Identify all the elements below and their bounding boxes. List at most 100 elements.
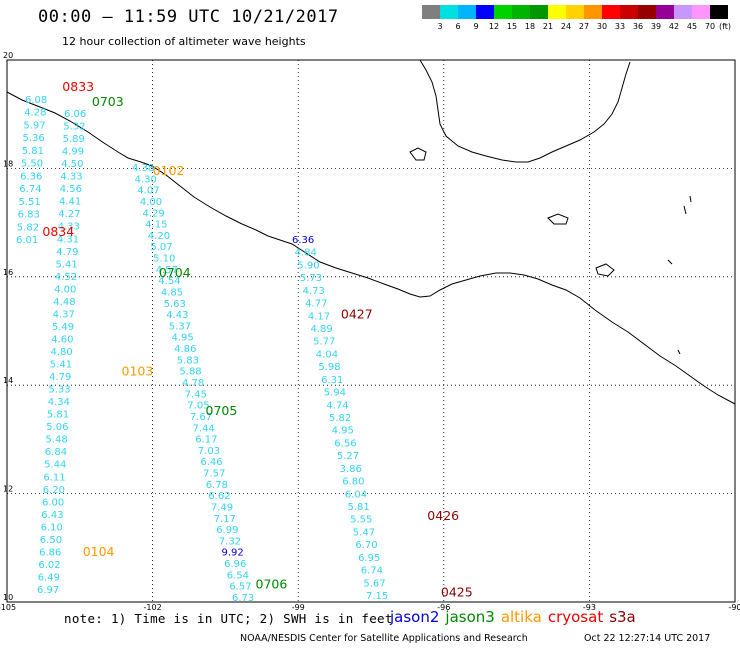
- legend-item-altika: altika: [500, 608, 542, 626]
- wave-height-value: 5.48: [46, 435, 68, 446]
- pass-time-label: 0706: [256, 577, 288, 592]
- wave-height-value: 9.92: [222, 548, 244, 559]
- wave-height-value: 6.36: [20, 171, 42, 182]
- pass-time-label: 0427: [341, 307, 373, 322]
- wave-height-value: 5.32: [63, 122, 85, 133]
- wave-height-value: 4.73: [303, 286, 325, 297]
- wave-height-value: 4.85: [161, 288, 183, 299]
- wave-height-value: 6.50: [40, 535, 62, 546]
- wave-height-value: 6.74: [19, 184, 41, 195]
- wave-height-value: 5.82: [17, 222, 39, 233]
- wave-height-value: 5.06: [46, 422, 68, 433]
- wave-height-value: 7.49: [211, 503, 233, 514]
- wave-height-value: 5.49: [52, 322, 74, 333]
- wave-height-value: 6.08: [25, 95, 47, 106]
- plot-frame: [6, 59, 736, 603]
- wave-height-value: 6.11: [43, 472, 65, 483]
- generated-timestamp: Oct 22 12:27:14 UTC 2017: [584, 633, 711, 644]
- wave-height-value: 6.73: [232, 593, 254, 604]
- wave-height-value: 4.04: [316, 349, 338, 360]
- wave-height-value: 6.46: [200, 457, 222, 468]
- color-swatch: [656, 5, 674, 19]
- wave-height-value: 6.04: [345, 489, 367, 500]
- wave-height-value: 6.70: [355, 540, 377, 551]
- color-swatch: [548, 5, 566, 19]
- wave-height-value: 5.27: [337, 451, 359, 462]
- wave-height-value: 4.80: [51, 347, 73, 358]
- wave-height-value: 7.57: [203, 469, 225, 480]
- wave-height-value: 6.62: [208, 491, 230, 502]
- lon-tick-label: -105: [0, 603, 16, 612]
- wave-height-value: 4.33: [60, 172, 82, 183]
- wave-height-value: 5.81: [22, 146, 44, 157]
- wave-height-value: 6.20: [43, 485, 65, 496]
- wave-height-value: 4.84: [295, 248, 317, 259]
- wave-height-value: 6.56: [334, 438, 356, 449]
- color-swatch: [584, 5, 602, 19]
- wave-height-value: 7.67: [190, 412, 212, 423]
- pass-time-label: 0426: [427, 508, 459, 523]
- map-title: 00:00 – 11:59 UTC 10/21/2017: [38, 7, 339, 27]
- pass-time-label: 0705: [206, 403, 238, 418]
- wave-height-value: 4.28: [24, 108, 46, 119]
- lat-tick-label: 18: [3, 159, 13, 168]
- color-swatch: [602, 5, 620, 19]
- wave-height-value: 6.54: [227, 570, 249, 581]
- lat-tick-label: 20: [3, 51, 13, 60]
- wave-height-value: 4.77: [305, 299, 327, 310]
- units-note: note: 1) Time is in UTC; 2) SWH is in fe…: [64, 611, 393, 626]
- color-scale-label: 36: [632, 22, 644, 31]
- wave-height-value: 6.31: [321, 375, 343, 386]
- color-scale-label: 12: [488, 22, 500, 31]
- wave-height-value: 4.56: [60, 184, 82, 195]
- color-scale-label: 27: [578, 22, 590, 31]
- wave-height-value: 5.82: [329, 413, 351, 424]
- color-swatch: [458, 5, 476, 19]
- wave-height-value: 4.54: [158, 276, 180, 287]
- wave-height-value: 5.47: [353, 527, 375, 538]
- wave-height-value: 7.05: [187, 401, 209, 412]
- wave-height-value: 5.37: [169, 321, 191, 332]
- wave-height-value: 3.86: [340, 464, 362, 475]
- wave-height-value: 4.30: [135, 174, 157, 185]
- wave-height-value: 6.00: [42, 497, 64, 508]
- wave-height-value: 6.96: [224, 559, 246, 570]
- lat-tick-label: 12: [3, 485, 13, 494]
- color-swatch: [530, 5, 548, 19]
- wave-height-value: 4.43: [166, 310, 188, 321]
- color-scale-label: 70: [704, 22, 716, 31]
- wave-height-value: 5.63: [164, 299, 186, 310]
- color-swatch: [440, 5, 458, 19]
- lake-shape-3: [595, 263, 615, 277]
- wave-height-value: 6.02: [38, 560, 60, 571]
- wave-height-value: 5.50: [21, 159, 43, 170]
- wave-height-value: 6.49: [38, 573, 60, 584]
- satellite-legend: jason2 jason3 altika cryosat s3a: [390, 608, 642, 626]
- color-swatch: [710, 5, 728, 19]
- wave-height-value: 4.57: [156, 265, 178, 276]
- color-scale-label: 18: [524, 22, 536, 31]
- lake-shape: [409, 147, 427, 161]
- wave-height-value: 7.44: [193, 423, 215, 434]
- pass-time-label: 0703: [92, 94, 124, 109]
- wave-height-value: 6.01: [16, 235, 38, 246]
- wave-height-value: 6.43: [41, 510, 63, 521]
- wave-height-value: 5.10: [153, 254, 175, 265]
- color-swatch: [638, 5, 656, 19]
- pass-time-label: 0102: [153, 163, 185, 178]
- legend-item-jason3: jason3: [445, 608, 495, 626]
- wave-height-value: 4.17: [308, 311, 330, 322]
- wave-height-value: 4.27: [58, 209, 80, 220]
- wave-height-value: 5.73: [300, 273, 322, 284]
- wave-height-value: 5.33: [48, 385, 70, 396]
- wave-height-value: 4.33: [58, 222, 80, 233]
- wave-height-value: 5.81: [47, 410, 69, 421]
- wave-height-value: 6.83: [18, 210, 40, 221]
- lat-tick-label: 16: [3, 268, 13, 277]
- wave-height-value: 4.07: [137, 186, 159, 197]
- wave-height-value: 4.95: [172, 333, 194, 344]
- color-scale-label: 21: [542, 22, 554, 31]
- wave-height-value: 6.84: [45, 447, 67, 458]
- wave-height-value: 4.86: [174, 344, 196, 355]
